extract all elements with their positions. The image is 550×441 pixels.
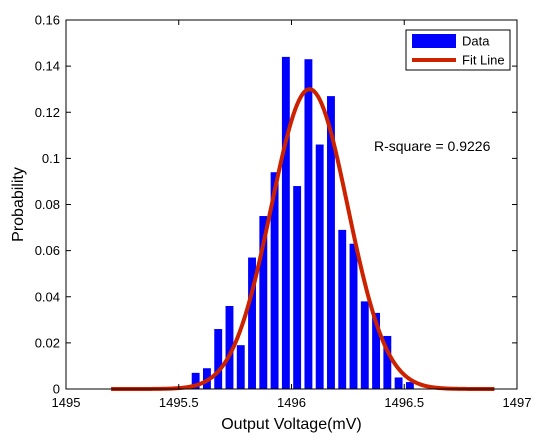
bar [191,372,200,389]
bar [236,345,245,389]
bar [259,216,268,389]
bars [191,56,414,390]
y-ticks: 0 0.02 0.04 0.06 0.08 0.1 0.12 0.14 0.16 [35,13,517,397]
bar [315,144,324,389]
y-tick-label: 0.04 [35,289,60,304]
x-tick-label: 1496.5 [384,395,424,410]
y-tick-label: 0.06 [35,243,60,258]
y-axis-label: Probability [10,167,27,242]
bar [225,305,234,389]
fit-line [111,87,495,391]
r-square-annotation: R-square = 0.9226 [374,138,491,154]
bar [349,243,358,389]
legend: Data Fit Line [405,29,511,71]
legend-label-fit-line: Fit Line [462,53,505,68]
y-tick-label: 0.02 [35,335,60,350]
bar [248,257,256,389]
bar [338,229,347,389]
x-axis-label: Output Voltage(mV) [221,416,362,433]
y-tick-label: 0.14 [35,59,60,74]
y-tick-label: 0 [53,382,60,397]
bar [293,186,302,389]
y-tick-label: 0.08 [35,197,60,212]
legend-label-data: Data [462,34,490,49]
bar [327,96,335,390]
bar [214,329,223,389]
legend-swatch-data [412,34,456,48]
plot-area [66,20,517,389]
x-ticks: 1495 1495.5 1496 1496.5 1497 [52,20,532,410]
x-tick-label: 1497 [503,395,532,410]
bar [394,377,403,389]
y-tick-label: 0.1 [42,151,60,166]
bar [281,56,290,390]
bar [304,59,313,390]
y-tick-label: 0.16 [35,13,60,28]
bar [270,172,279,389]
y-tick-label: 0.12 [35,105,60,120]
x-tick-label: 1495.5 [159,395,199,410]
bar [405,382,414,389]
x-tick-label: 1495 [52,395,81,410]
x-tick-label: 1496 [277,395,306,410]
bar [383,335,392,389]
bar [372,312,381,389]
bar [360,301,369,389]
